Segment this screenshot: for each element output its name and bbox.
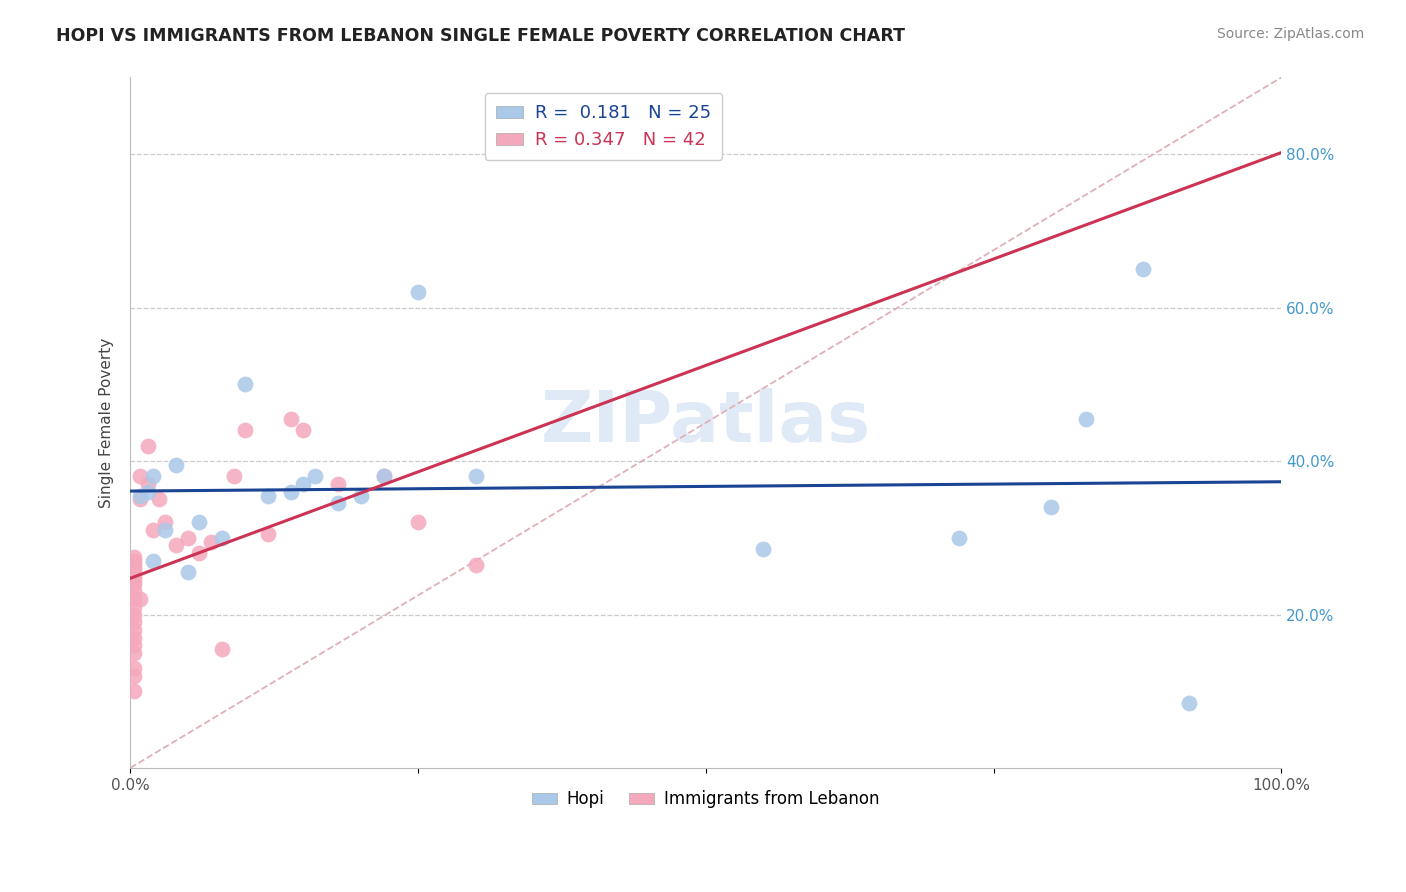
Point [153, 516, 176, 530]
Point [122, 684, 145, 698]
Text: ZIPatlas: ZIPatlas [541, 388, 870, 458]
Point [211, 642, 233, 657]
Point [122, 569, 145, 583]
Point [136, 484, 159, 499]
Point [122, 638, 145, 652]
Point [122, 599, 145, 614]
Point [1132, 262, 1154, 277]
Point [148, 492, 170, 507]
Point [128, 592, 150, 607]
Point [188, 546, 211, 560]
Point [128, 469, 150, 483]
Point [349, 489, 371, 503]
Point [464, 469, 486, 483]
Point [165, 538, 187, 552]
Point [280, 484, 302, 499]
Point [142, 554, 165, 568]
Point [406, 516, 429, 530]
Point [122, 554, 145, 568]
Point [406, 285, 429, 300]
Point [235, 423, 257, 437]
Point [153, 523, 176, 537]
Point [1178, 696, 1201, 710]
Point [122, 607, 145, 622]
Point [128, 492, 150, 507]
Point [136, 439, 159, 453]
Point [122, 558, 145, 572]
Point [280, 412, 302, 426]
Point [122, 661, 145, 675]
Legend: Hopi, Immigrants from Lebanon: Hopi, Immigrants from Lebanon [524, 783, 887, 815]
Point [122, 592, 145, 607]
Text: HOPI VS IMMIGRANTS FROM LEBANON SINGLE FEMALE POVERTY CORRELATION CHART: HOPI VS IMMIGRANTS FROM LEBANON SINGLE F… [56, 27, 905, 45]
Point [257, 527, 280, 541]
Point [122, 573, 145, 587]
Point [948, 531, 970, 545]
Point [122, 584, 145, 599]
Point [188, 516, 211, 530]
Point [373, 469, 395, 483]
Point [128, 489, 150, 503]
Point [304, 469, 326, 483]
Point [235, 377, 257, 392]
Point [142, 523, 165, 537]
Point [1074, 412, 1097, 426]
Point [136, 477, 159, 491]
Point [122, 646, 145, 660]
Point [177, 531, 200, 545]
Text: Source: ZipAtlas.com: Source: ZipAtlas.com [1216, 27, 1364, 41]
Point [326, 477, 349, 491]
Point [142, 469, 165, 483]
Point [122, 561, 145, 575]
Point [291, 477, 314, 491]
Point [464, 558, 486, 572]
Point [122, 631, 145, 645]
Point [326, 496, 349, 510]
Point [122, 669, 145, 683]
Point [200, 534, 222, 549]
Point [222, 469, 245, 483]
Point [165, 458, 187, 472]
Point [122, 549, 145, 564]
Point [122, 623, 145, 637]
Point [1040, 500, 1063, 514]
Point [257, 489, 280, 503]
Point [177, 566, 200, 580]
Point [291, 423, 314, 437]
Point [373, 469, 395, 483]
Point [122, 576, 145, 591]
Point [211, 531, 233, 545]
Y-axis label: Single Female Poverty: Single Female Poverty [100, 337, 114, 508]
Point [752, 542, 775, 557]
Point [122, 566, 145, 580]
Point [122, 615, 145, 630]
